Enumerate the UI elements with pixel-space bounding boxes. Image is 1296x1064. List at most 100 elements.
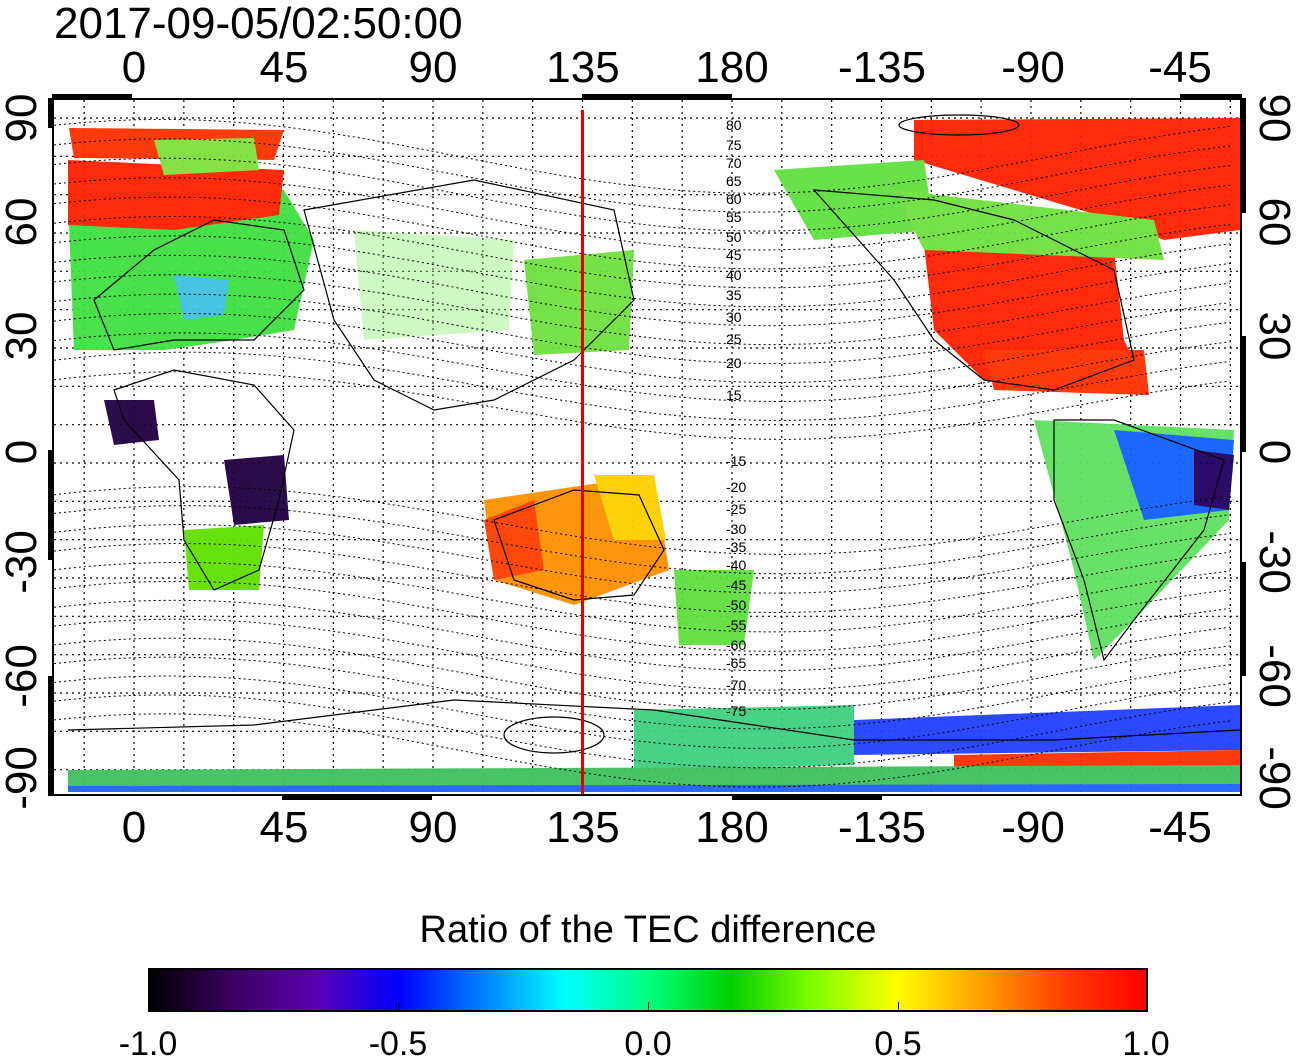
coastline-europe <box>93 219 305 351</box>
bottom-lon-tick: 135 <box>546 803 620 852</box>
top-lon-tick: 45 <box>259 43 309 92</box>
coastline-antarctica <box>67 699 1240 741</box>
top-lon-tick: 0 <box>121 43 147 92</box>
contour-label: -55 <box>726 617 746 633</box>
coastline-asia <box>303 179 635 411</box>
frame-bar-right <box>1240 336 1246 452</box>
contour-label: -70 <box>726 677 746 693</box>
colorbar-tick-mark <box>898 1002 899 1012</box>
contour-label: 60 <box>726 191 742 207</box>
tec-patch-alaska <box>774 160 934 240</box>
bottom-lon-tick: -90 <box>1001 803 1065 852</box>
tec-patch-arctic-green <box>154 138 259 175</box>
magnetic-contour <box>54 235 1231 308</box>
coastline-south-america <box>1053 419 1225 662</box>
right-lat-tick: 90 <box>1250 93 1296 143</box>
left-lat-tick: -90 <box>0 746 46 810</box>
contour-label: 50 <box>726 229 742 245</box>
frame-bar-bottom <box>282 794 432 800</box>
frame-bar-right <box>1240 98 1246 213</box>
left-lat-tick: 90 <box>0 93 46 143</box>
magnetic-contour <box>54 656 1231 730</box>
contour-label: 75 <box>726 137 742 153</box>
frame-bar-left <box>48 676 54 796</box>
contour-label: 70 <box>726 155 742 171</box>
magnetic-latitude-contours <box>54 118 1231 788</box>
contour-label: -45 <box>726 577 746 593</box>
colorbar-title: Ratio of the TEC difference <box>419 909 877 951</box>
magnetic-contour <box>54 543 1231 614</box>
contour-label: -40 <box>726 557 746 573</box>
tec-patch-antarctica-south <box>68 765 1240 790</box>
contour-label: 80 <box>726 117 742 133</box>
left-lat-tick: -30 <box>0 530 46 594</box>
tec-patch-europe <box>68 190 314 350</box>
magnetic-contour <box>54 196 1231 270</box>
colorbar-tick-label: -1.0 <box>118 1025 178 1063</box>
right-lat-tick: -90 <box>1250 746 1296 810</box>
right-lat-tick: -60 <box>1250 644 1296 708</box>
magnetic-contour <box>54 486 1231 555</box>
right-lat-tick: 30 <box>1250 311 1296 361</box>
right-lat-tick: 0 <box>1250 439 1296 465</box>
colorbar-tick-label: 1.0 <box>1122 1025 1170 1063</box>
contour-label: 15 <box>726 387 742 403</box>
magnetic-contour <box>54 371 1231 440</box>
bottom-lon-tick: 180 <box>695 803 769 852</box>
frame-bar-right <box>1240 562 1246 676</box>
top-lon-tick: 90 <box>408 43 458 92</box>
contour-label: 40 <box>726 267 742 283</box>
contour-label: 25 <box>726 331 742 347</box>
magnetic-contour <box>54 599 1231 672</box>
contour-label: -35 <box>726 539 746 555</box>
right-lat-tick: -30 <box>1250 530 1296 594</box>
contour-label: -65 <box>726 655 746 671</box>
magnetic-contour <box>54 580 1231 652</box>
tec-patch-europe-red <box>68 160 284 230</box>
tec-patch-japan <box>524 250 634 355</box>
tec-patch-brazil-dark <box>1194 450 1234 510</box>
left-lat-tick: 60 <box>0 197 46 247</box>
top-lon-tick: -135 <box>837 43 927 92</box>
coastline-africa <box>113 369 295 591</box>
frame-bar-bottom <box>732 794 882 800</box>
tec-patch-australia-red <box>484 500 544 580</box>
magnetic-contour <box>54 694 1231 769</box>
contour-label: -15 <box>726 453 746 469</box>
magnetic-contour <box>54 215 1231 289</box>
magnetic-contour <box>54 618 1231 691</box>
magnetic-contour <box>54 561 1231 633</box>
left-lat-tick: 30 <box>0 311 46 361</box>
contour-label: -25 <box>726 501 746 517</box>
frame-bar-top <box>1180 94 1242 100</box>
top-lon-tick: 135 <box>546 43 620 92</box>
colorbar-tick-mark <box>398 1002 399 1012</box>
tec-patch-antarctica-blue <box>854 705 1240 755</box>
contour-label: -60 <box>726 637 746 653</box>
contour-label: -75 <box>726 703 746 719</box>
tec-patch-antarctica-edge <box>68 784 1240 792</box>
tec-patch-europe-cyan <box>174 275 229 320</box>
tec-patch-south-africa <box>184 525 264 590</box>
contour-label: 65 <box>726 173 742 189</box>
colorbar-tick-label: 0.5 <box>874 1025 922 1063</box>
tec-map: 80 75 70 65 60 55 50 45 40 35 30 25 20 15 -15 -20 -25 -30… <box>54 100 1240 794</box>
magnetic-contour <box>54 637 1231 711</box>
tec-patch-asia <box>354 230 514 340</box>
tec-patch-antarctica-green <box>634 705 854 770</box>
tec-patch-africa-west <box>104 400 159 445</box>
magnetic-contour <box>54 177 1231 251</box>
tec-patch-caribbean <box>984 350 1149 395</box>
tec-patch-africa-dark <box>224 455 289 525</box>
bottom-lon-tick: -135 <box>837 803 927 852</box>
magnetic-contour <box>54 523 1231 594</box>
frame-bar-top <box>582 94 732 100</box>
magnetic-contour <box>54 332 1231 403</box>
magnetic-contour <box>54 505 1231 575</box>
contour-label: 35 <box>726 287 742 303</box>
left-lat-tick: -60 <box>0 644 46 708</box>
frame-bar-left <box>48 450 54 560</box>
top-lon-tick: 180 <box>695 43 769 92</box>
contour-label: 30 <box>726 309 742 325</box>
magnetic-contour <box>54 254 1231 327</box>
